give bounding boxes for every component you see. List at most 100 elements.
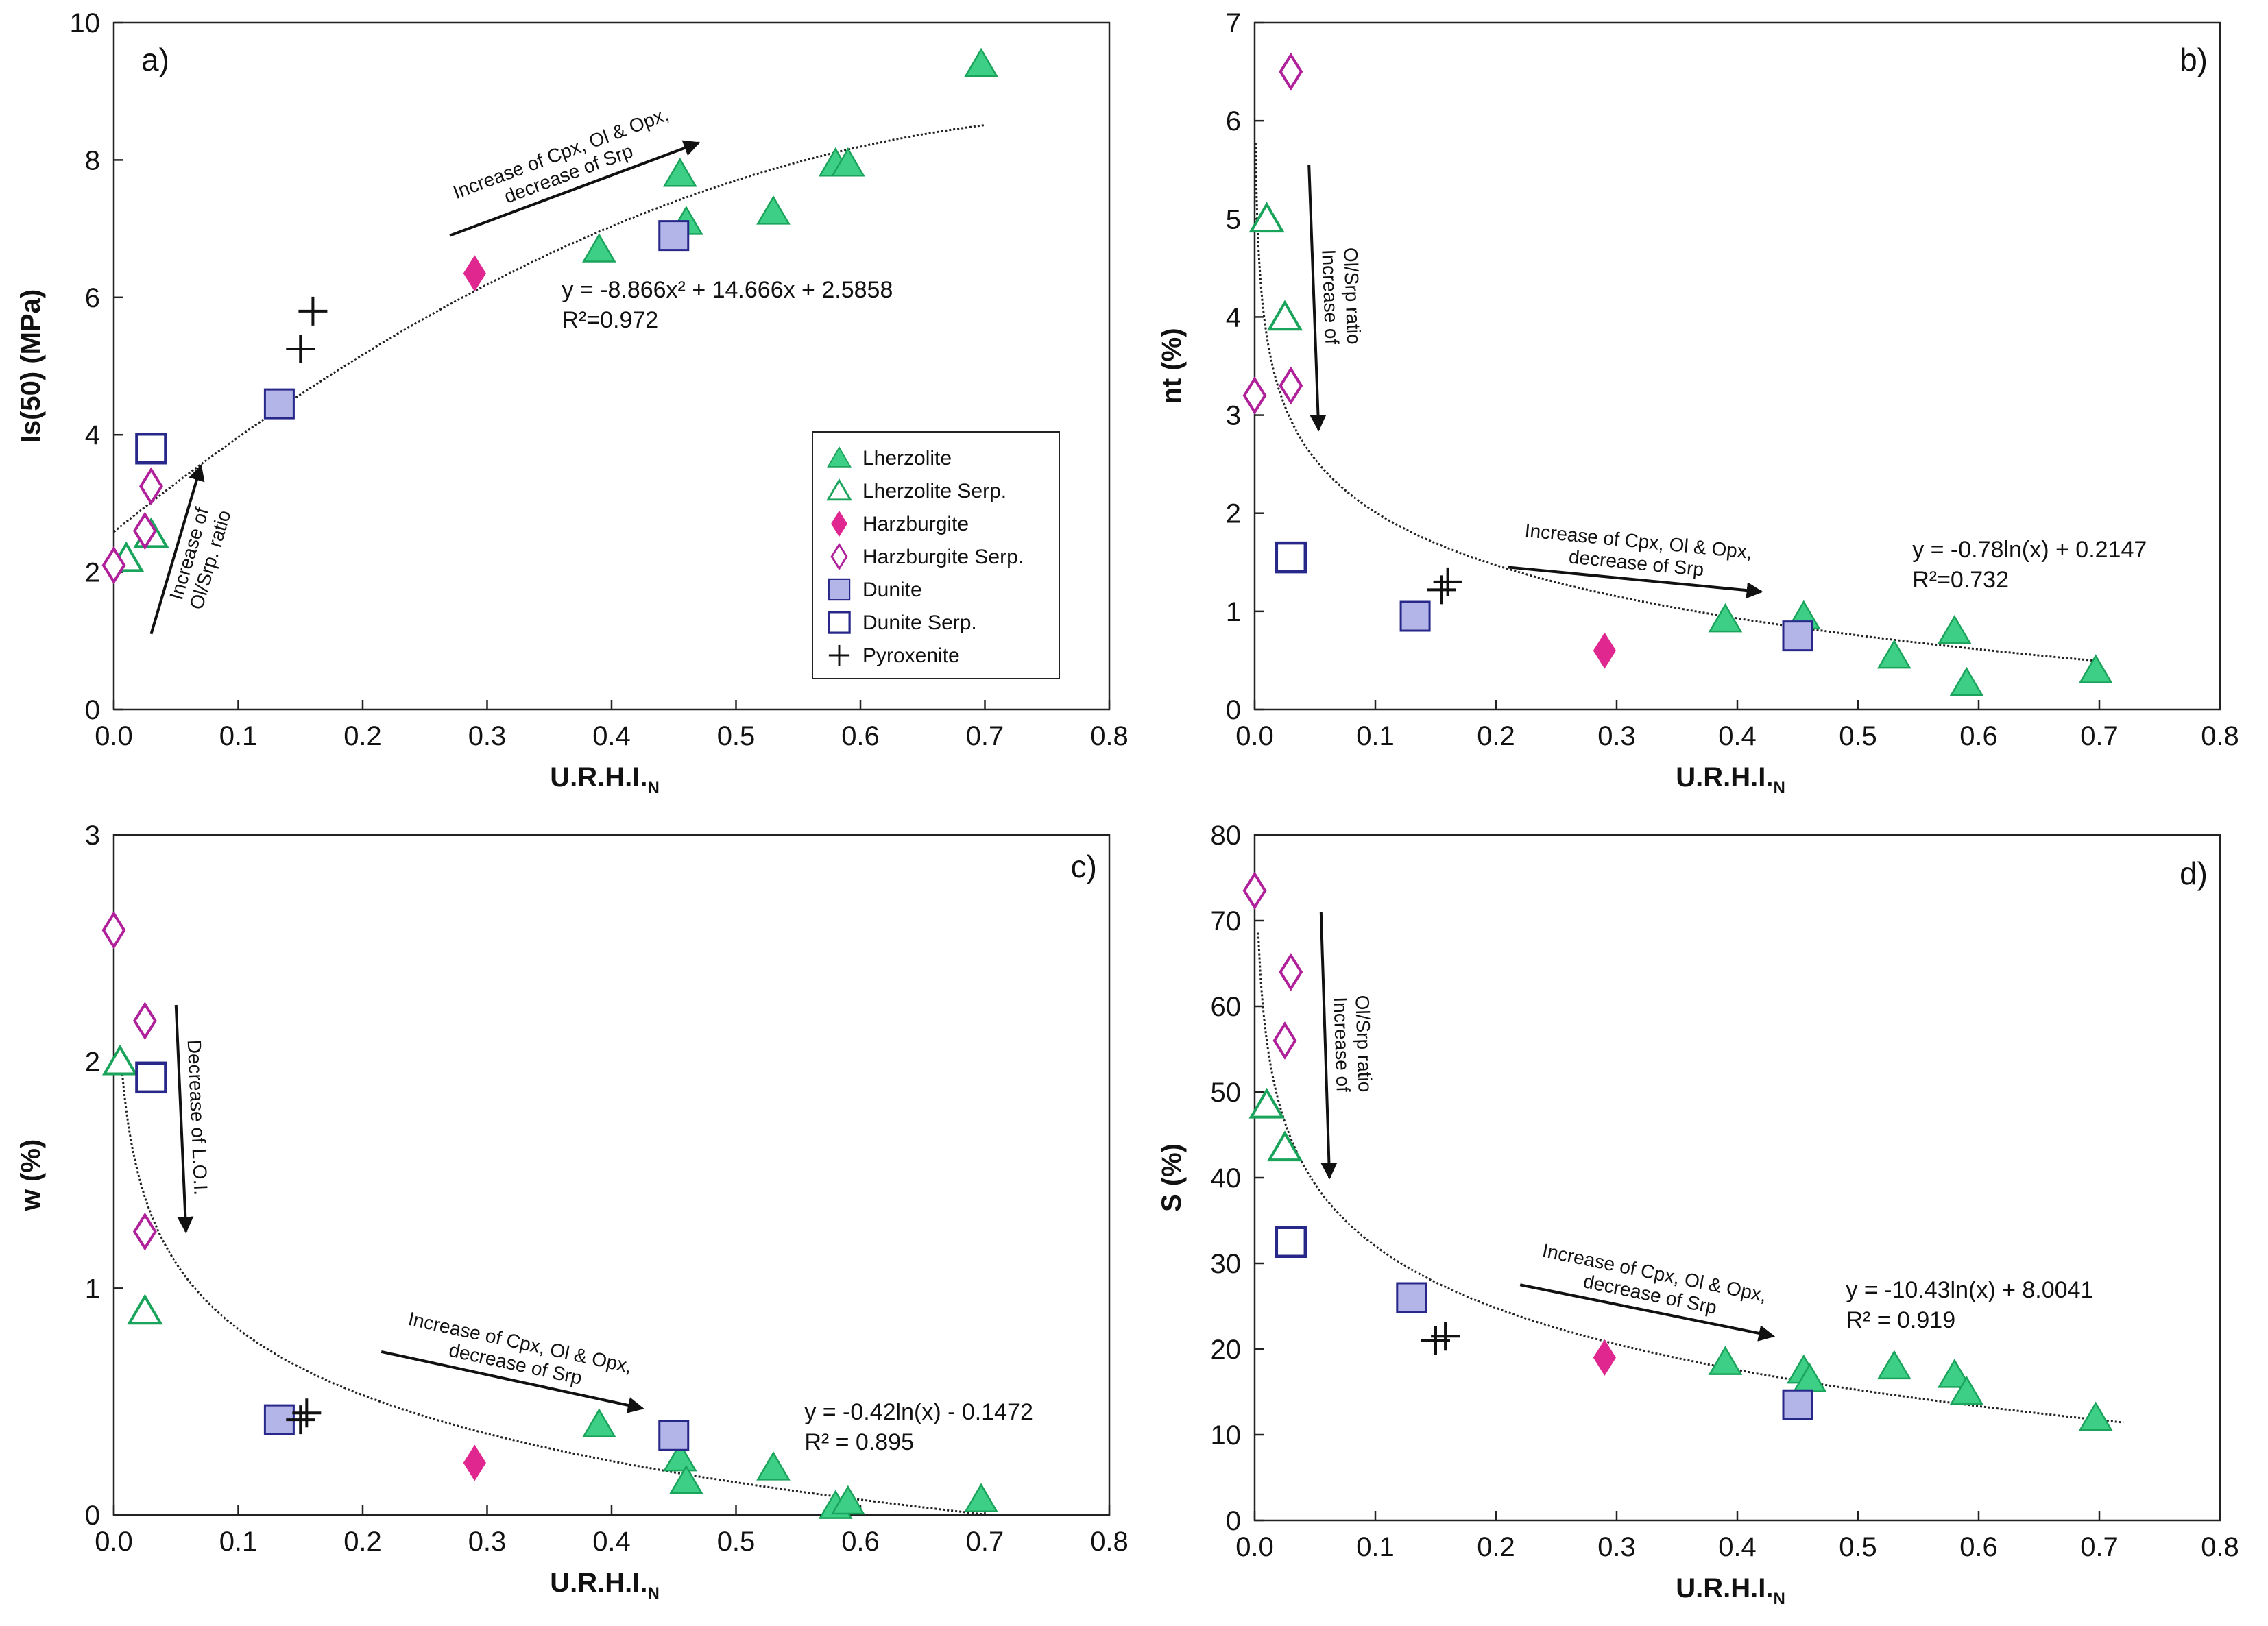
x-tick-label: 0.6 (1959, 721, 1998, 751)
data-point-harzburgite-serp (138, 467, 163, 506)
fit-curve (120, 1061, 985, 1516)
annotation-arrow (381, 1350, 644, 1413)
x-tick-label: 0.5 (717, 721, 756, 751)
x-axis-title: U.R.H.I.N (550, 762, 660, 797)
series-dunite-serp (135, 1061, 167, 1094)
data-point-harzburgite-serp (132, 1002, 157, 1041)
panel-d: 0.0 0.1 0.2 0.3 0.4 0.5 0.6 0.7 0.8 0 10 20 30 40 50 60… (1157, 821, 2239, 1608)
panel-label: b) (2180, 42, 2208, 77)
fit-equation: y = -8.866x² + 14.666x + 2.5858 (562, 277, 893, 303)
data-point-pyroxenite (1433, 567, 1462, 596)
x-tick-label: 0.1 (1356, 1532, 1395, 1562)
series-dunite (263, 220, 690, 420)
x-tick-label: 0.8 (1090, 721, 1129, 751)
x-tick-label: 0.3 (1597, 721, 1636, 751)
data-point-pyroxenite (286, 334, 315, 363)
annotation-arrow (1319, 912, 1338, 1180)
legend-marker-group-dunite (828, 578, 851, 601)
x-tick-label: 0.6 (841, 1527, 880, 1557)
x-tick-label: 0.0 (95, 1527, 133, 1557)
x-tick-label: 0.5 (1839, 721, 1877, 751)
y-tick-label: 6 (85, 283, 100, 313)
x-axis-title-sub: N (1773, 1590, 1785, 1608)
x-tick-label: 0.1 (1356, 721, 1395, 751)
x-tick-label: 0.0 (1235, 721, 1274, 751)
data-point-harzburgite-serp (1242, 871, 1267, 910)
x-axis-title-main: U.R.H.I. (550, 1568, 647, 1598)
series-pyroxenite (286, 1398, 322, 1435)
series-dunite (1399, 600, 1813, 652)
data-point-lherzolite-serp (1266, 1130, 1303, 1162)
series-dunite (1396, 1282, 1813, 1420)
fit-r-squared: R²=0.972 (562, 307, 658, 333)
x-tick-label: 0.8 (2201, 1532, 2239, 1562)
legend-marker-group-harzburgite-serp (830, 542, 848, 571)
y-tick-label: 0 (1226, 1506, 1241, 1536)
data-point-lherzolite (1708, 1346, 1743, 1375)
data-point-lherzolite (581, 1408, 616, 1437)
data-point-lherzolite (1949, 666, 1984, 696)
series-lherzolite (581, 1408, 998, 1519)
panels: 0.0 0.1 0.2 0.3 0.4 0.5 0.6 0.7 0.80246810U.R.H.… (16, 8, 2239, 1608)
x-tick-label: 0.8 (1090, 1527, 1129, 1557)
series-lherzolite-serp (1248, 1087, 1303, 1162)
data-point-lherzolite (1877, 1350, 1911, 1380)
data-point-harzburgite-serp (1279, 366, 1303, 405)
y-tick-label: 4 (85, 420, 100, 450)
data-point-lherzolite (1949, 1376, 1984, 1405)
series-harzburgite-serp (1242, 871, 1303, 1060)
data-point-harzburgite (1593, 632, 1616, 669)
y-tick-label: 3 (85, 821, 100, 851)
legend-items: Lherzolite Lherzolite Serp. Harzburgite … (826, 446, 1024, 667)
data-point-lherzolite-serp (101, 1044, 138, 1076)
x-tick-label: 0.7 (966, 721, 1004, 751)
y-axis-title: w (%) (16, 1139, 46, 1211)
data-point-lherzolite (1937, 615, 1972, 644)
y-tick-label: 3 (1226, 401, 1241, 431)
data-point-lherzolite (1708, 603, 1743, 633)
data-point-lherzolite (2078, 1401, 2113, 1431)
data-point-dunite (658, 220, 690, 252)
y-tick-label: 4 (1226, 302, 1241, 332)
x-tick-label: 0.3 (468, 1527, 507, 1557)
legend-marker-lherzolite (827, 446, 852, 468)
data-point-dunite-serp (1275, 541, 1307, 574)
data-point-lherzolite-serp (127, 1294, 163, 1325)
x-axis-title: U.R.H.I.N (550, 1568, 660, 1603)
x-axis-title: U.R.H.I.N (1676, 762, 1785, 797)
data-point-lherzolite (1877, 639, 1911, 669)
series-harzburgite (463, 1444, 486, 1481)
fit-r-squared: R² = 0.895 (804, 1429, 914, 1455)
data-point-harzburgite-serp (101, 910, 126, 949)
x-tick-label: 0.1 (219, 721, 258, 751)
legend-box (812, 431, 1060, 679)
x-tick-label: 0.0 (1235, 1532, 1274, 1562)
y-tick-label: 0 (85, 695, 100, 725)
panel-label: d) (2180, 856, 2208, 891)
data-point-dunite (1782, 620, 1813, 652)
legend-marker-harzburgite (831, 510, 847, 537)
y-tick-label: 8 (85, 145, 100, 175)
series-harzburgite-serp (101, 910, 157, 1251)
y-tick-label: 5 (1226, 204, 1241, 234)
data-point-dunite-serp (135, 432, 167, 465)
panel-a: 0.0 0.1 0.2 0.3 0.4 0.5 0.6 0.7 0.8 0 2 4 6 8 10 U.R.H.… (16, 8, 1129, 797)
annotation-arrow (174, 1004, 194, 1234)
x-tick-label: 0.6 (1959, 1532, 1998, 1562)
y-tick-label: 20 (1211, 1335, 1242, 1365)
annotation-arrow (149, 463, 205, 635)
x-tick-label: 0.4 (1718, 721, 1757, 751)
data-point-lherzolite (830, 147, 865, 177)
fit-r-squared: R²=0.732 (1912, 567, 2009, 593)
legend-marker-dunite (828, 578, 851, 601)
fit-curve (113, 124, 985, 533)
data-point-pyroxenite (292, 1398, 322, 1428)
legend-marker-lherzolite-serp (826, 478, 852, 501)
y-axis-title: S (%) (1157, 1143, 1187, 1212)
annotation-text: Ol/Srp ratio (1340, 247, 1364, 345)
annotation-arrow (1508, 566, 1763, 599)
data-point-lherzolite (964, 47, 998, 77)
y-tick-label: 1 (1226, 597, 1241, 627)
x-axis-title-sub: N (647, 779, 659, 797)
